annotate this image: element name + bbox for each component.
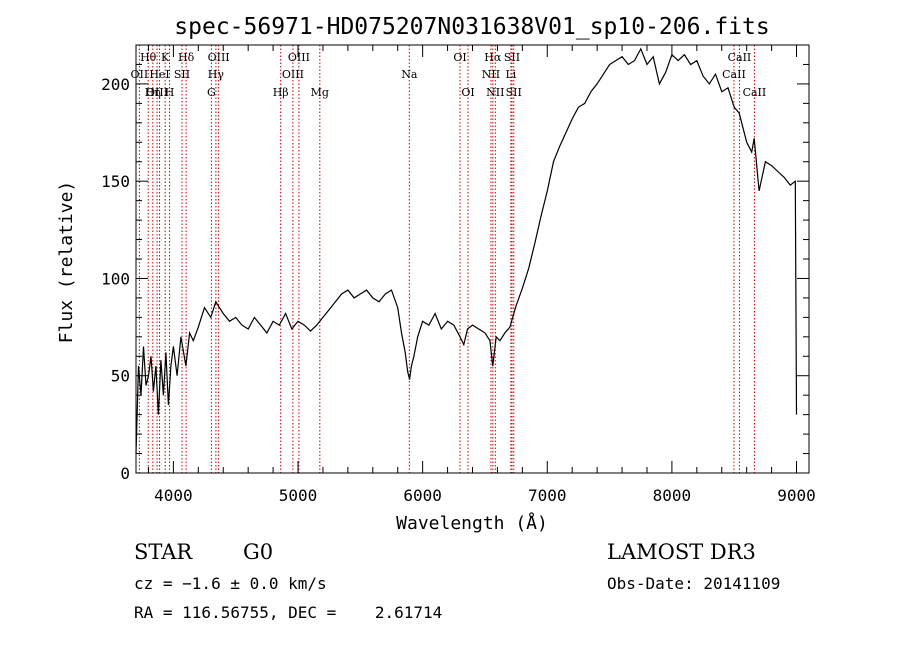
line-marker-label: Na [401, 68, 418, 81]
line-marker-label: NII [482, 68, 500, 81]
x-tick-label: 6000 [403, 486, 442, 505]
y-axis-label: Flux (relative) [56, 181, 77, 344]
line-marker-label: Hβ [273, 86, 289, 99]
spectrum-line [135, 47, 798, 454]
line-marker-label: Hδ [178, 51, 195, 64]
line-marker-label: OII [131, 68, 149, 81]
line-marker-label: SII [506, 86, 522, 99]
y-tick-label: 100 [101, 269, 130, 288]
line-marker-label: HeI [149, 68, 169, 81]
x-tick-label: 4000 [154, 486, 193, 505]
coordinates: RA = 116.56755, DEC = 2.61714 [134, 603, 443, 622]
y-tick-label: 200 [101, 75, 130, 94]
line-marker-label: OIII [208, 51, 230, 64]
axis-ticks: 4000 5000 6000 7000 8000 9000 0 50 100 150 200 [101, 45, 816, 505]
line-marker-label: K [161, 51, 170, 64]
x-axis-label: Wavelength (Å) [396, 512, 548, 534]
line-marker-label: CaII [722, 68, 746, 81]
line-marker-label: Hθ [140, 51, 157, 64]
line-marker-label: OIII [146, 86, 168, 99]
line-marker-label: G [207, 86, 216, 99]
object-subclass: G0 [243, 540, 274, 564]
survey-name: LAMOST DR3 [607, 540, 756, 564]
line-marker-label: H [165, 86, 175, 99]
line-marker-label: CaII [743, 86, 767, 99]
x-tick-label: 5000 [279, 486, 318, 505]
observation-date: Obs-Date: 20141109 [607, 574, 781, 593]
x-tick-label: 7000 [528, 486, 567, 505]
line-marker-label: CaII [728, 51, 752, 64]
line-marker-label: Hα [484, 51, 502, 64]
line-marker-label: Hγ [208, 68, 225, 81]
object-class: STAR [134, 540, 193, 564]
line-marker-label: Mg [311, 86, 329, 99]
line-marker-label: OIII [288, 51, 310, 64]
chart-title: spec-56971-HD075207N031638V01_sp10-206.f… [174, 14, 769, 40]
x-tick-label: 9000 [777, 486, 816, 505]
line-marker-label: OI [453, 51, 466, 64]
plot-frame [135, 44, 810, 474]
line-marker-label: SII [504, 51, 520, 64]
redshift-info: cz = −1.6 ± 0.0 km/s [134, 574, 327, 593]
y-tick-label: 150 [101, 172, 130, 191]
y-tick-label: 50 [111, 367, 130, 386]
line-marker-label: Hη [145, 86, 161, 99]
line-marker-label: OI [461, 86, 474, 99]
line-marker-label: SII [174, 68, 190, 81]
line-marker-label: OIII [282, 68, 304, 81]
line-marker-label: Li [505, 68, 516, 81]
line-marker-label: NII [486, 86, 504, 99]
x-tick-label: 8000 [653, 486, 692, 505]
y-tick-label: 0 [120, 464, 130, 483]
